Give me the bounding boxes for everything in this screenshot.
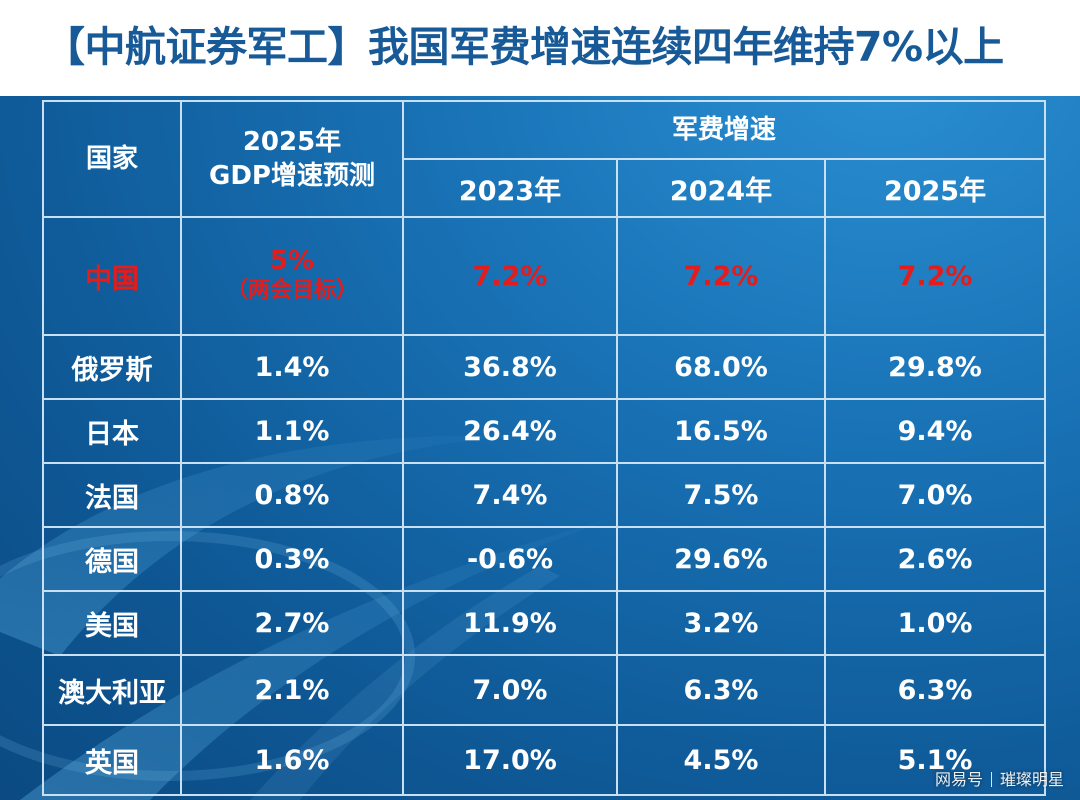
header-row: 国家 2025年 GDP增速预测 军费增速 xyxy=(42,100,1047,218)
growth-cell-2024: 68.0% xyxy=(616,334,826,400)
table-row: 德国 0.3% -0.6% 29.6% 2.6% xyxy=(42,526,1047,592)
table-row: 美国 2.7% 11.9% 3.2% 1.0% xyxy=(42,590,1047,656)
country-cell: 澳大利亚 xyxy=(42,654,182,726)
table-row: 英国 1.6% 17.0% 4.5% 5.1% xyxy=(42,724,1047,796)
growth-cell-2024: 7.2% xyxy=(616,216,826,336)
country-cell: 美国 xyxy=(42,590,182,656)
header-country: 国家 xyxy=(42,100,182,218)
growth-cell-2025: 7.2% xyxy=(823,216,1047,336)
growth-cell-2024: 4.5% xyxy=(616,724,826,796)
table-row-china: 中国 5% （两会目标） 7.2% 7.2% 7.2% xyxy=(42,216,1047,336)
growth-cell-2024: 16.5% xyxy=(616,398,826,464)
growth-cell-2023: 36.8% xyxy=(402,334,618,400)
growth-cell-2025: 9.4% xyxy=(823,398,1047,464)
country-cell: 英国 xyxy=(42,724,182,796)
table-row: 法国 0.8% 7.4% 7.5% 7.0% xyxy=(42,462,1047,528)
page-title: 【中航证券军工】我国军费增速连续四年维持7%以上 xyxy=(44,23,1004,71)
growth-cell-2024: 29.6% xyxy=(616,526,826,592)
growth-cell-2023: -0.6% xyxy=(402,526,618,592)
watermark-divider xyxy=(990,772,992,787)
growth-cell-2025: 6.3% xyxy=(823,654,1047,726)
watermark-author: 璀璨明星 xyxy=(999,770,1064,789)
growth-cell-2024: 6.3% xyxy=(616,654,826,726)
growth-cell-2023: 11.9% xyxy=(402,590,618,656)
growth-cell-2023: 7.2% xyxy=(402,216,618,336)
header-military-growth: 军费增速 xyxy=(401,100,1047,160)
gdp-cell: 1.1% xyxy=(180,398,404,464)
military-spending-table: 国家 2025年 GDP增速预测 军费增速 2023年 2024年 2025年 … xyxy=(42,100,1047,796)
country-cell: 俄罗斯 xyxy=(42,334,182,400)
header-years-row: 2023年 2024年 2025年 xyxy=(43,158,1047,218)
watermark-source: 网易号 xyxy=(934,770,983,789)
table-row: 俄罗斯 1.4% 36.8% 68.0% 29.8% xyxy=(42,334,1047,400)
growth-cell-2023: 7.4% xyxy=(402,462,618,528)
growth-cell-2025: 29.8% xyxy=(823,334,1047,400)
header-year-2024: 2024年 xyxy=(616,158,826,218)
country-cell: 日本 xyxy=(42,398,182,464)
growth-cell-2023: 7.0% xyxy=(402,654,618,726)
growth-cell-2023: 26.4% xyxy=(402,398,618,464)
gdp-value: 5% xyxy=(269,246,315,276)
header-year-2023: 2023年 xyxy=(402,158,618,218)
gdp-cell: 2.1% xyxy=(180,654,404,726)
growth-cell-2025: 1.0% xyxy=(823,590,1047,656)
table-row: 日本 1.1% 26.4% 16.5% 9.4% xyxy=(42,398,1047,464)
watermark: 网易号 璀璨明星 xyxy=(935,766,1064,790)
gdp-cell: 1.6% xyxy=(180,724,404,796)
growth-cell-2024: 7.5% xyxy=(616,462,826,528)
country-cell: 法国 xyxy=(42,462,182,528)
growth-cell-2023: 17.0% xyxy=(402,724,618,796)
growth-cell-2025: 5.1% xyxy=(823,724,1047,796)
gdp-cell: 0.8% xyxy=(180,462,404,528)
title-bar: 【中航证券军工】我国军费增速连续四年维持7%以上 xyxy=(0,0,1080,96)
growth-cell-2024: 3.2% xyxy=(616,590,826,656)
table-row: 澳大利亚 2.1% 7.0% 6.3% 6.3% xyxy=(42,654,1047,726)
header-gdp-forecast: 2025年 GDP增速预测 xyxy=(180,100,404,218)
gdp-cell: 2.7% xyxy=(180,590,404,656)
gdp-note: （两会目标） xyxy=(225,278,358,303)
growth-cell-2025: 7.0% xyxy=(823,462,1047,528)
header-year-2025: 2025年 xyxy=(823,158,1047,218)
gdp-cell: 1.4% xyxy=(180,334,404,400)
gdp-cell: 0.3% xyxy=(180,526,404,592)
country-cell: 中国 xyxy=(42,216,182,336)
growth-cell-2025: 2.6% xyxy=(823,526,1047,592)
gdp-cell: 5% （两会目标） xyxy=(180,216,404,336)
country-cell: 德国 xyxy=(42,526,182,592)
